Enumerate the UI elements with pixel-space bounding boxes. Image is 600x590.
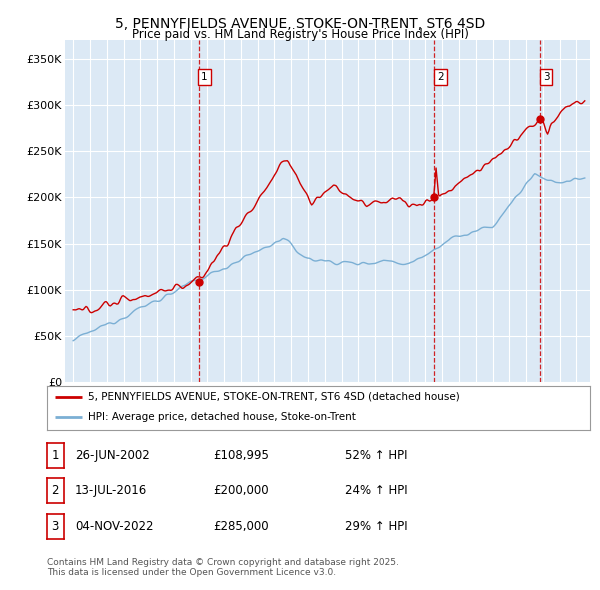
Text: 3: 3 bbox=[52, 520, 59, 533]
Text: Contains HM Land Registry data © Crown copyright and database right 2025.
This d: Contains HM Land Registry data © Crown c… bbox=[47, 558, 398, 577]
Text: 5, PENNYFIELDS AVENUE, STOKE-ON-TRENT, ST6 4SD: 5, PENNYFIELDS AVENUE, STOKE-ON-TRENT, S… bbox=[115, 17, 485, 31]
Text: 13-JUL-2016: 13-JUL-2016 bbox=[75, 484, 147, 497]
Text: HPI: Average price, detached house, Stoke-on-Trent: HPI: Average price, detached house, Stok… bbox=[88, 412, 355, 422]
Text: 2: 2 bbox=[437, 72, 443, 82]
Text: 26-JUN-2002: 26-JUN-2002 bbox=[75, 449, 150, 462]
Text: 3: 3 bbox=[542, 72, 549, 82]
Text: 29% ↑ HPI: 29% ↑ HPI bbox=[345, 520, 407, 533]
Text: £285,000: £285,000 bbox=[213, 520, 269, 533]
Text: 2: 2 bbox=[52, 484, 59, 497]
Text: 24% ↑ HPI: 24% ↑ HPI bbox=[345, 484, 407, 497]
Text: £108,995: £108,995 bbox=[213, 449, 269, 462]
Text: £200,000: £200,000 bbox=[213, 484, 269, 497]
Text: 1: 1 bbox=[201, 72, 208, 82]
Text: 04-NOV-2022: 04-NOV-2022 bbox=[75, 520, 154, 533]
Text: 52% ↑ HPI: 52% ↑ HPI bbox=[345, 449, 407, 462]
Text: 1: 1 bbox=[52, 449, 59, 462]
Text: 5, PENNYFIELDS AVENUE, STOKE-ON-TRENT, ST6 4SD (detached house): 5, PENNYFIELDS AVENUE, STOKE-ON-TRENT, S… bbox=[88, 392, 459, 402]
Text: Price paid vs. HM Land Registry's House Price Index (HPI): Price paid vs. HM Land Registry's House … bbox=[131, 28, 469, 41]
